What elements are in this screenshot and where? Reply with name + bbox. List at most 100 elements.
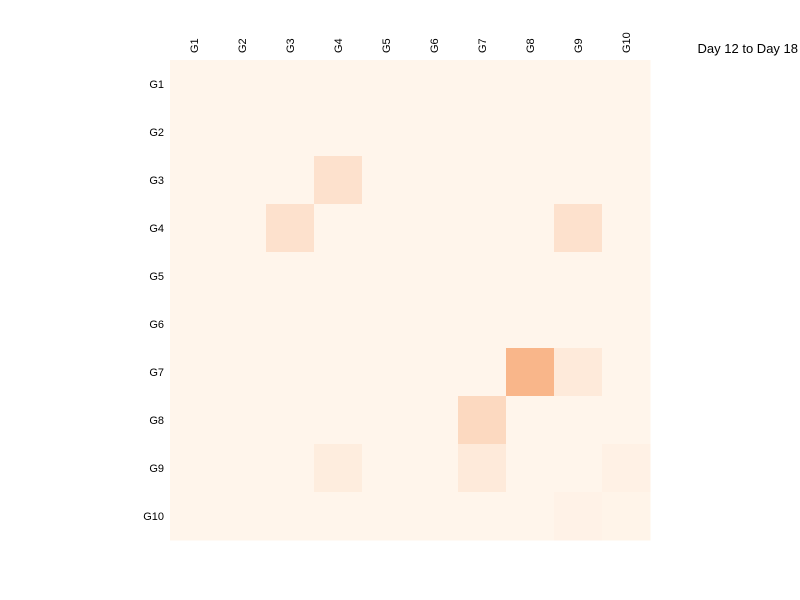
heatmap-cell-g10-g6 <box>410 492 459 541</box>
y-tick-label: G3 <box>149 175 164 187</box>
y-tick-label: G5 <box>149 271 164 283</box>
heatmap-cell-g7-g7 <box>458 348 507 397</box>
heatmap-cell-g5-g5 <box>362 252 411 301</box>
heatmap-cell-g5-g3 <box>266 252 315 301</box>
heatmap-cell-g3-g5 <box>362 156 411 205</box>
y-tick-labels: G1 G2 G3 G4 G5 G6 G7 G8 G9 G10 <box>143 79 164 523</box>
heatmap-cell-g10-g3 <box>266 492 315 541</box>
heatmap-cell-g7-g6 <box>410 348 459 397</box>
y-tick-label: G1 <box>149 79 164 91</box>
heatmap-cell-g9-g8 <box>506 444 555 493</box>
heatmap-cell-g5-g9 <box>554 252 603 301</box>
heatmap-cell-g5-g7 <box>458 252 507 301</box>
heatmap-cell-g9-g2 <box>218 444 267 493</box>
heatmap-cell-g1-g5 <box>362 60 411 109</box>
heatmap-cell-g6-g9 <box>554 300 603 349</box>
heatmap-cell-g7-g9 <box>554 348 603 397</box>
heatmap-cells <box>170 60 651 541</box>
x-tick-label: G2 <box>237 38 249 53</box>
heatmap-cell-g8-g9 <box>554 396 603 445</box>
heatmap-cell-g8-g7 <box>458 396 507 445</box>
x-tick-label: G9 <box>573 38 585 53</box>
heatmap-cell-g5-g8 <box>506 252 555 301</box>
heatmap-cell-g8-g6 <box>410 396 459 445</box>
heatmap-cell-g4-g8 <box>506 204 555 253</box>
heatmap-cell-g1-g4 <box>314 60 363 109</box>
y-tick-label: G7 <box>149 367 164 379</box>
heatmap-cell-g6-g6 <box>410 300 459 349</box>
y-tick-label: G6 <box>149 319 164 331</box>
x-tick-label: G6 <box>429 38 441 53</box>
heatmap-cell-g10-g9 <box>554 492 603 541</box>
heatmap-cell-g1-g1 <box>170 60 219 109</box>
heatmap-cell-g10-g4 <box>314 492 363 541</box>
heatmap-cell-g8-g8 <box>506 396 555 445</box>
heatmap-cell-g5-g6 <box>410 252 459 301</box>
x-tick-label: G7 <box>477 38 489 53</box>
heatmap-cell-g3-g9 <box>554 156 603 205</box>
heatmap-cell-g9-g6 <box>410 444 459 493</box>
heatmap-cell-g5-g4 <box>314 252 363 301</box>
heatmap-cell-g8-g1 <box>170 396 219 445</box>
heatmap-cell-g9-g5 <box>362 444 411 493</box>
heatmap-cell-g4-g4 <box>314 204 363 253</box>
heatmap-cell-g8-g10 <box>602 396 651 445</box>
heatmap-cell-g9-g7 <box>458 444 507 493</box>
heatmap-cell-g3-g2 <box>218 156 267 205</box>
heatmap-cell-g2-g3 <box>266 108 315 157</box>
heatmap-cell-g9-g9 <box>554 444 603 493</box>
heatmap-cell-g9-g3 <box>266 444 315 493</box>
x-tick-label: G10 <box>621 32 633 53</box>
heatmap-cell-g2-g4 <box>314 108 363 157</box>
y-tick-label: G9 <box>149 463 164 475</box>
heatmap-cell-g1-g6 <box>410 60 459 109</box>
heatmap-cell-g1-g3 <box>266 60 315 109</box>
heatmap-cell-g7-g1 <box>170 348 219 397</box>
heatmap-cell-g10-g8 <box>506 492 555 541</box>
heatmap-cell-g6-g5 <box>362 300 411 349</box>
heatmap-cell-g2-g10 <box>602 108 651 157</box>
heatmap-cell-g6-g3 <box>266 300 315 349</box>
heatmap-cell-g8-g3 <box>266 396 315 445</box>
heatmap-cell-g3-g8 <box>506 156 555 205</box>
heatmap-cell-g4-g5 <box>362 204 411 253</box>
heatmap-cell-g9-g1 <box>170 444 219 493</box>
heatmap-cell-g3-g6 <box>410 156 459 205</box>
heatmap-cell-g10-g10 <box>602 492 651 541</box>
x-tick-label: G8 <box>525 38 537 53</box>
heatmap-cell-g7-g5 <box>362 348 411 397</box>
heatmap-cell-g7-g10 <box>602 348 651 397</box>
heatmap-cell-g6-g1 <box>170 300 219 349</box>
heatmap-cell-g6-g4 <box>314 300 363 349</box>
heatmap-cell-g10-g2 <box>218 492 267 541</box>
heatmap-cell-g2-g9 <box>554 108 603 157</box>
heatmap-cell-g4-g9 <box>554 204 603 253</box>
heatmap-cell-g2-g8 <box>506 108 555 157</box>
heatmap-cell-g8-g5 <box>362 396 411 445</box>
y-tick-label: G4 <box>149 223 164 235</box>
x-tick-label: G5 <box>381 38 393 53</box>
heatmap-cell-g7-g4 <box>314 348 363 397</box>
y-tick-label: G2 <box>149 127 164 139</box>
heatmap-cell-g1-g2 <box>218 60 267 109</box>
heatmap-cell-g5-g1 <box>170 252 219 301</box>
heatmap-cell-g9-g4 <box>314 444 363 493</box>
x-tick-labels: G1 G2 G3 G4 G5 G6 G7 G8 G9 G10 <box>189 32 633 53</box>
x-tick-label: G4 <box>333 38 345 53</box>
y-tick-label: G8 <box>149 415 164 427</box>
x-tick-label: G3 <box>285 38 297 53</box>
heatmap-cell-g3-g7 <box>458 156 507 205</box>
heatmap-cell-g10-g7 <box>458 492 507 541</box>
y-tick-label: G10 <box>143 511 164 523</box>
heatmap-cell-g6-g7 <box>458 300 507 349</box>
heatmap-cell-g9-g10 <box>602 444 651 493</box>
heatmap-cell-g8-g4 <box>314 396 363 445</box>
heatmap-cell-g4-g1 <box>170 204 219 253</box>
heatmap-cell-g1-g7 <box>458 60 507 109</box>
heatmap-cell-g4-g3 <box>266 204 315 253</box>
heatmap-cell-g2-g7 <box>458 108 507 157</box>
heatmap-cell-g7-g2 <box>218 348 267 397</box>
heatmap-cell-g4-g7 <box>458 204 507 253</box>
heatmap-cell-g2-g6 <box>410 108 459 157</box>
